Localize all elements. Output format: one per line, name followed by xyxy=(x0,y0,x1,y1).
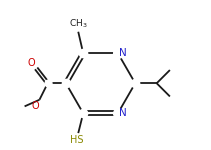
Text: CH$_3$: CH$_3$ xyxy=(69,18,88,30)
Text: N: N xyxy=(119,108,126,118)
Text: O: O xyxy=(28,58,35,68)
Text: N: N xyxy=(119,48,126,58)
Text: HS: HS xyxy=(70,135,83,145)
Text: O: O xyxy=(31,101,39,111)
